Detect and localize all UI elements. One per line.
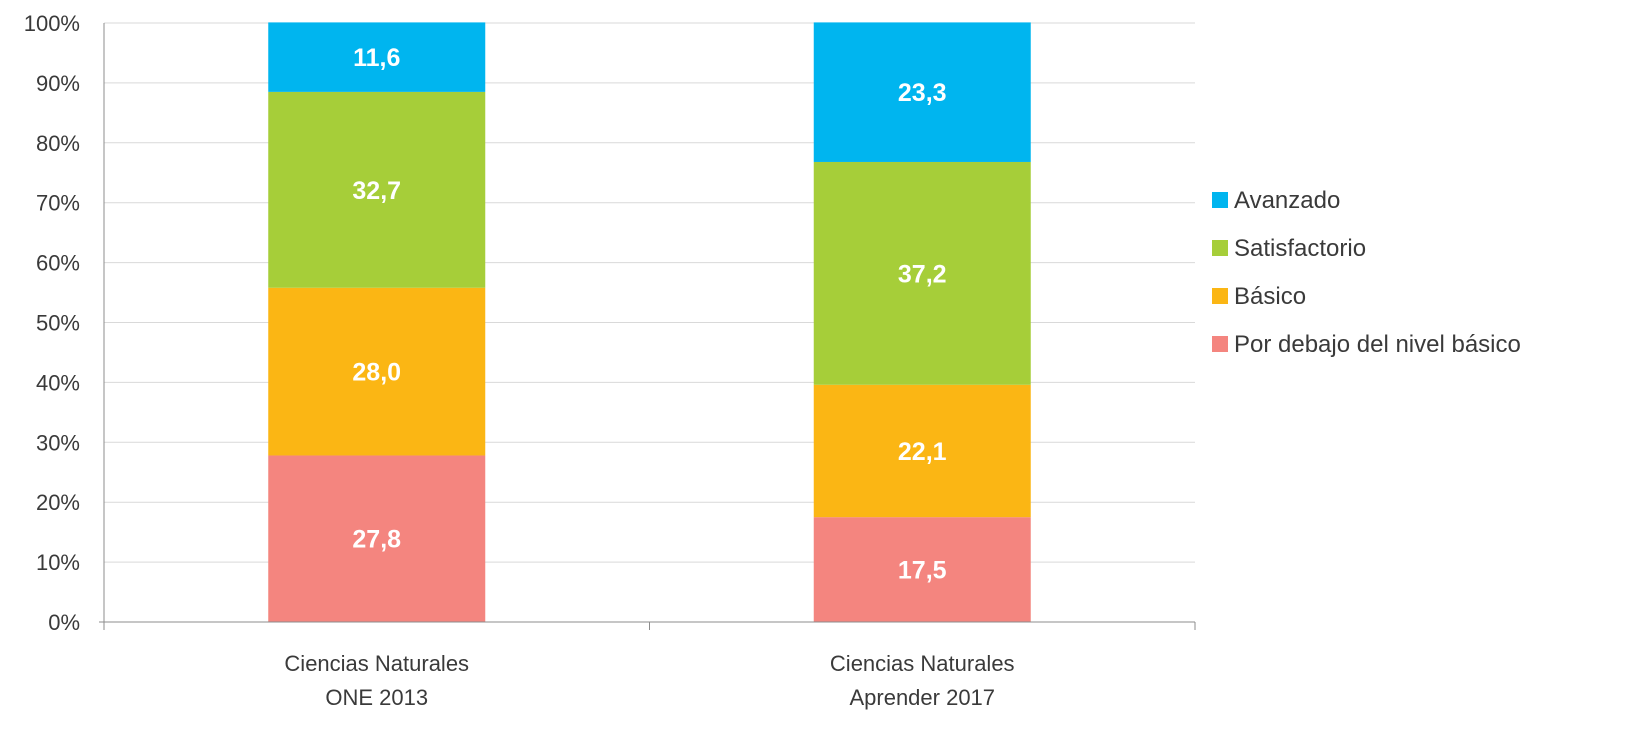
legend-swatch (1212, 192, 1228, 208)
legend-label: Por debajo del nivel básico (1234, 331, 1521, 358)
legend-label: Avanzado (1234, 187, 1340, 214)
legend-label: Satisfactorio (1234, 235, 1366, 262)
x-category-label: ONE 2013 (325, 685, 428, 710)
bar-segment (268, 455, 486, 622)
bar-segment (268, 287, 486, 456)
data-label: 23,3 (898, 79, 947, 107)
legend: Avanzado Satisfactorio Básico Por debajo de… (1212, 187, 1521, 358)
y-tick-label: 60% (36, 251, 80, 276)
data-label: 17,5 (898, 557, 947, 585)
data-label: 28,0 (352, 359, 401, 387)
y-tick-label: 100% (24, 11, 80, 36)
x-category-label: Ciencias Naturales (284, 651, 469, 676)
y-tick-label: 70% (36, 191, 80, 216)
bar-layer (268, 22, 1031, 622)
legend-swatch (1212, 288, 1228, 304)
bar-segment (813, 517, 1031, 622)
axis-layer: 0% 10% 20% 30% 40% 50% 60% 70% 80% 90% 100% Ciencia… (24, 11, 1196, 710)
legend-swatch (1212, 336, 1228, 352)
bar-segment (813, 161, 1031, 385)
y-tick-label: 20% (36, 490, 80, 515)
x-category-label: Ciencias Naturales (830, 651, 1015, 676)
y-tick-label: 30% (36, 430, 80, 455)
legend-swatch (1212, 240, 1228, 256)
bar-segment (813, 384, 1031, 518)
bar-segment (268, 91, 486, 288)
y-tick-label: 80% (36, 131, 80, 156)
y-tick-label: 50% (36, 311, 80, 336)
data-label: 32,7 (352, 177, 401, 205)
label-layer: 27,8 28,0 32,7 11,6 17,5 22,1 37,2 23,3 (352, 44, 946, 584)
data-label: 37,2 (898, 260, 947, 288)
bar-segment (813, 22, 1031, 162)
grid-layer (104, 22, 1195, 563)
legend-label: Básico (1234, 283, 1306, 310)
y-tick-label: 0% (48, 610, 80, 635)
bar-segment (268, 22, 486, 92)
data-label: 27,8 (352, 526, 401, 554)
y-tick-label: 10% (36, 550, 80, 575)
data-label: 22,1 (898, 438, 947, 466)
data-label: 11,6 (353, 44, 400, 72)
x-category-label: Aprender 2017 (849, 685, 995, 710)
y-tick-label: 40% (36, 370, 80, 395)
y-tick-label: 90% (36, 71, 80, 96)
